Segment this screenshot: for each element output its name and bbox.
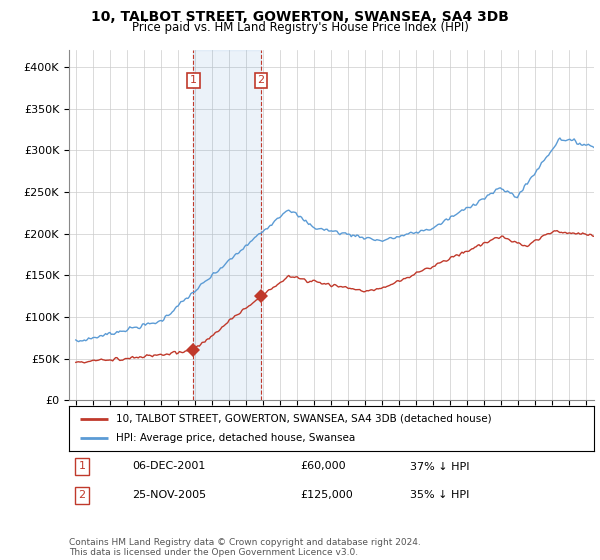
Text: 2: 2 bbox=[79, 491, 86, 501]
Text: 35% ↓ HPI: 35% ↓ HPI bbox=[410, 491, 470, 501]
Text: 2: 2 bbox=[257, 76, 265, 85]
Text: £125,000: £125,000 bbox=[300, 491, 353, 501]
Text: Contains HM Land Registry data © Crown copyright and database right 2024.
This d: Contains HM Land Registry data © Crown c… bbox=[69, 538, 421, 557]
Text: 25-NOV-2005: 25-NOV-2005 bbox=[132, 491, 206, 501]
Text: 1: 1 bbox=[190, 76, 197, 85]
Text: 06-DEC-2001: 06-DEC-2001 bbox=[132, 461, 205, 472]
Text: 10, TALBOT STREET, GOWERTON, SWANSEA, SA4 3DB: 10, TALBOT STREET, GOWERTON, SWANSEA, SA… bbox=[91, 10, 509, 24]
Text: 1: 1 bbox=[79, 461, 86, 472]
Text: £60,000: £60,000 bbox=[300, 461, 346, 472]
Text: 10, TALBOT STREET, GOWERTON, SWANSEA, SA4 3DB (detached house): 10, TALBOT STREET, GOWERTON, SWANSEA, SA… bbox=[116, 413, 492, 423]
Text: HPI: Average price, detached house, Swansea: HPI: Average price, detached house, Swan… bbox=[116, 433, 355, 444]
Text: 37% ↓ HPI: 37% ↓ HPI bbox=[410, 461, 470, 472]
Bar bbox=[193, 50, 261, 400]
Text: Price paid vs. HM Land Registry's House Price Index (HPI): Price paid vs. HM Land Registry's House … bbox=[131, 21, 469, 34]
